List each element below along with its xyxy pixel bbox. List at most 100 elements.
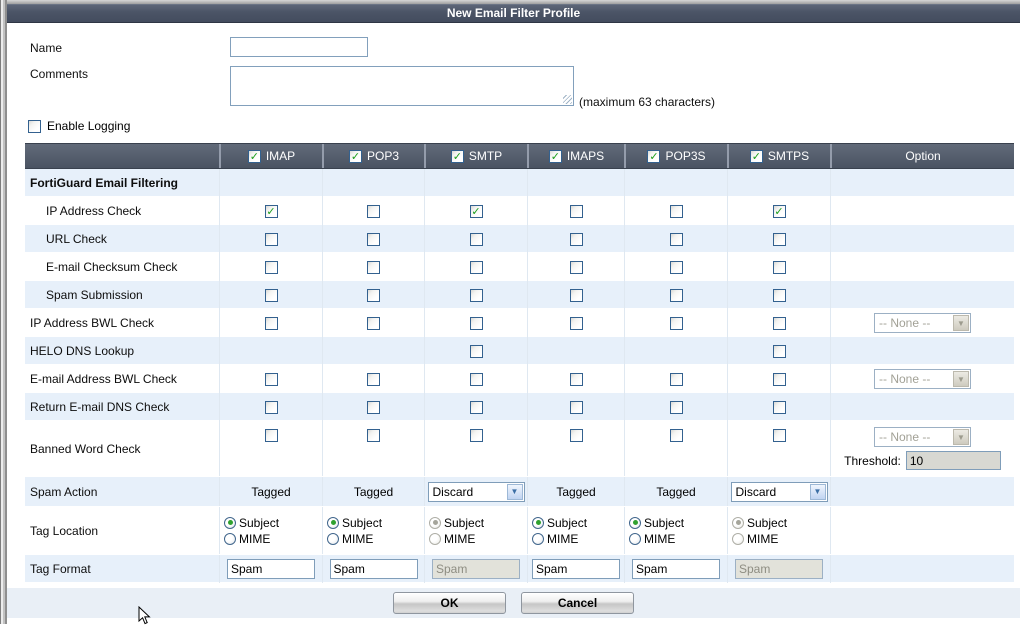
checkbox-banned-word-check-imap[interactable]: [264, 429, 278, 442]
radio-tag-location-pop3-mime[interactable]: [327, 532, 339, 545]
radio-tag-location-pop3-subject[interactable]: [327, 516, 339, 529]
cell-helo-dns-lookup-imap: [219, 337, 322, 365]
header-label-imap: IMAP: [265, 149, 296, 163]
option-cell-url-check: [830, 225, 1014, 253]
option-select-banned-word-check-value: -- None --: [879, 430, 931, 444]
checkbox-ip-address-check-imap[interactable]: ✓: [264, 204, 278, 218]
checkbox-spam-submission-imaps[interactable]: [569, 288, 583, 302]
name-input[interactable]: [230, 37, 368, 57]
threshold-input: [905, 451, 1001, 470]
header-checkbox-smtps[interactable]: ✓: [749, 149, 763, 163]
checkbox-ip-address-check-imaps[interactable]: [569, 204, 583, 218]
cell-e-mail-checksum-check-smtps: [727, 253, 830, 281]
checkbox-e-mail-address-bwl-check-pop3s[interactable]: [669, 372, 683, 386]
radio-dot: [735, 520, 741, 525]
checkbox-banned-word-check-pop3s[interactable]: [669, 429, 683, 442]
radio-tag-location-pop3s-subject[interactable]: [629, 516, 641, 529]
row-label-url-check: URL Check: [46, 232, 107, 246]
checkbox-e-mail-checksum-check-imap[interactable]: [264, 260, 278, 274]
checkbox-ip-address-bwl-check-pop3s[interactable]: [669, 316, 683, 330]
checkbox-banned-word-check-smtp[interactable]: [469, 429, 483, 442]
textarea-resize-grip[interactable]: [563, 95, 572, 104]
chevron-down-icon: ▼: [953, 429, 969, 445]
checkbox-ip-address-check-pop3s[interactable]: [669, 204, 683, 218]
cell-ip-address-check-imaps: [527, 197, 624, 225]
checkbox-e-mail-checksum-check-smtp[interactable]: [469, 260, 483, 274]
checkbox-spam-submission-smtp[interactable]: [469, 288, 483, 302]
checkbox-e-mail-address-bwl-check-smtps[interactable]: [772, 372, 786, 386]
checkbox-helo-dns-lookup-smtps[interactable]: [772, 344, 786, 358]
header-checkbox-smtp[interactable]: ✓: [450, 149, 464, 163]
select-spam-action-smtps[interactable]: Discard ▼: [730, 481, 828, 502]
checkbox-ip-address-check-smtp[interactable]: ✓: [469, 204, 483, 218]
checkbox-e-mail-checksum-check-pop3s[interactable]: [669, 260, 683, 274]
cell-fortiguard-email-filtering-smtps: [727, 169, 830, 197]
checkbox-e-mail-checksum-check-smtps[interactable]: [772, 260, 786, 274]
cancel-button[interactable]: Cancel: [521, 592, 634, 614]
checkbox-e-mail-address-bwl-check-pop3[interactable]: [367, 372, 380, 386]
value-spam-action-pop3s: Tagged: [656, 484, 696, 499]
radio-tag-location-imap-subject[interactable]: [224, 516, 236, 529]
checkbox-ip-address-bwl-check-smtps[interactable]: [772, 316, 786, 330]
checkbox-url-check-smtp[interactable]: [469, 232, 483, 246]
cell-banned-word-check-pop3: [322, 421, 424, 476]
radio-tag-location-smtp-subject: [429, 516, 441, 529]
checkbox-url-check-smtps[interactable]: [772, 232, 786, 246]
checkbox-spam-submission-smtps[interactable]: [772, 288, 786, 302]
radio-tag-location-pop3s-mime[interactable]: [629, 532, 641, 545]
input-tag-format-pop3s[interactable]: [632, 559, 720, 579]
checkbox-url-check-imaps[interactable]: [569, 232, 583, 246]
checkbox-e-mail-address-bwl-check-smtp[interactable]: [469, 372, 483, 386]
checkbox-e-mail-checksum-check-imaps[interactable]: [569, 260, 583, 274]
comments-textarea[interactable]: [230, 66, 574, 106]
header-label-pop3s: POP3S: [665, 149, 706, 163]
checkbox-ip-address-check-pop3[interactable]: [367, 204, 380, 218]
checkbox-ip-address-bwl-check-imaps[interactable]: [569, 316, 583, 330]
checkbox-e-mail-address-bwl-check-imap[interactable]: [264, 372, 278, 386]
name-label: Name: [30, 41, 63, 55]
header-checkbox-imap[interactable]: ✓: [247, 149, 261, 163]
checkbox-helo-dns-lookup-smtp[interactable]: [469, 344, 483, 358]
dialog-title: New Email Filter Profile: [7, 4, 1020, 23]
checkbox-spam-submission-pop3[interactable]: [367, 288, 380, 302]
checkbox-e-mail-checksum-check-pop3[interactable]: [367, 260, 380, 274]
header-checkbox-imaps[interactable]: ✓: [548, 149, 562, 163]
comments-label: Comments: [30, 67, 89, 81]
radio-option-subject-smtps: Subject: [732, 516, 787, 530]
checkbox-spam-submission-imap[interactable]: [264, 288, 278, 302]
header-checkbox-pop3[interactable]: ✓: [348, 149, 362, 163]
select-spam-action-smtp[interactable]: Discard ▼: [427, 481, 525, 502]
checkbox-return-e-mail-dns-check-imaps[interactable]: [569, 400, 583, 414]
cell-e-mail-address-bwl-check-imaps: [527, 365, 624, 393]
checkbox-ip-address-check-smtps[interactable]: ✓: [772, 204, 786, 218]
checkbox-spam-submission-pop3s[interactable]: [669, 288, 683, 302]
input-tag-format-pop3[interactable]: [329, 559, 418, 579]
checkbox-return-e-mail-dns-check-pop3s[interactable]: [669, 400, 683, 414]
row-label-e-mail-checksum-check: E-mail Checksum Check: [46, 260, 178, 274]
ok-button[interactable]: OK: [393, 592, 506, 614]
checkbox-ip-address-bwl-check-pop3[interactable]: [367, 316, 380, 330]
input-tag-format-imap[interactable]: [227, 559, 315, 579]
radio-tag-location-imaps-mime[interactable]: [532, 532, 544, 545]
checkbox-banned-word-check-imaps[interactable]: [569, 429, 583, 442]
checkbox-return-e-mail-dns-check-smtps[interactable]: [772, 400, 786, 414]
checkbox-ip-address-bwl-check-imap[interactable]: [264, 316, 278, 330]
checkbox-return-e-mail-dns-check-imap[interactable]: [264, 400, 278, 414]
checkbox-ip-address-bwl-check-smtp[interactable]: [469, 316, 483, 330]
header-checkbox-pop3s[interactable]: ✓: [647, 149, 661, 163]
checkbox-url-check-pop3[interactable]: [367, 232, 380, 246]
checkbox-url-check-pop3s[interactable]: [669, 232, 683, 246]
checkbox-return-e-mail-dns-check-pop3[interactable]: [367, 400, 380, 414]
checkbox-e-mail-address-bwl-check-imaps[interactable]: [569, 372, 583, 386]
input-tag-format-imaps[interactable]: [532, 559, 620, 579]
checkbox-url-check-imap[interactable]: [264, 232, 278, 246]
checkbox-banned-word-check-pop3[interactable]: [367, 429, 380, 442]
enable-logging-checkbox[interactable]: [28, 119, 41, 133]
radio-tag-location-imap-mime[interactable]: [224, 532, 236, 545]
radio-option-mime-smtps: MIME: [732, 532, 778, 546]
checkbox-banned-word-check-smtps[interactable]: [772, 429, 786, 442]
radio-tag-location-imaps-subject[interactable]: [532, 516, 544, 529]
checkbox-return-e-mail-dns-check-smtp[interactable]: [469, 400, 483, 414]
cell-ip-address-check-smtps: ✓: [727, 197, 830, 225]
option-cell-e-mail-checksum-check: [830, 253, 1014, 281]
